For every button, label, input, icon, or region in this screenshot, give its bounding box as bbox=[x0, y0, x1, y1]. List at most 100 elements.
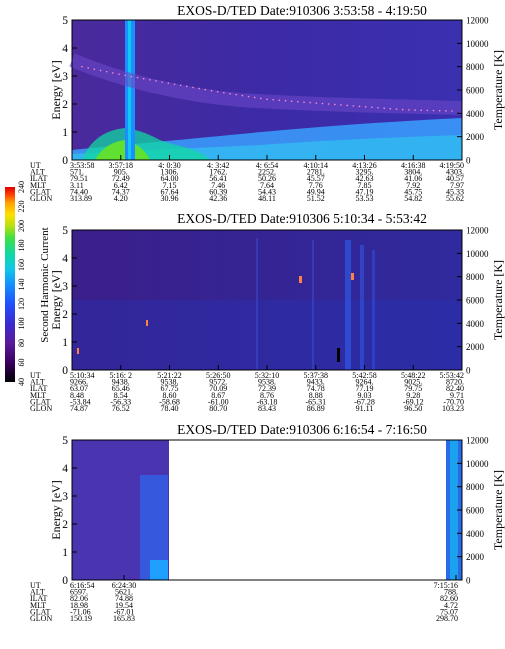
table-cell: 788. bbox=[444, 588, 458, 597]
temperature-point bbox=[198, 87, 200, 90]
panel-2-streak bbox=[256, 238, 258, 370]
panel-3-data-right-cyan bbox=[450, 440, 458, 580]
colorbar-tick-label: 40 bbox=[17, 378, 26, 386]
y-tick-label: 5 bbox=[62, 15, 68, 27]
table-cell: 41.06 bbox=[404, 174, 422, 183]
y-tick-label: 5 bbox=[62, 435, 68, 447]
table-cell: 5:10:34 bbox=[70, 371, 94, 380]
table-cell: 54.82 bbox=[404, 194, 422, 203]
table-cell: 72.39 bbox=[258, 384, 276, 393]
table-cell: 8.60 bbox=[163, 391, 177, 400]
table-cell: 103.23 bbox=[442, 404, 464, 413]
temperature-point bbox=[124, 74, 126, 77]
temperature-point bbox=[155, 80, 157, 82]
table-cell: 3:57:18 bbox=[109, 161, 133, 170]
colorbar-tick-label: 180 bbox=[17, 240, 26, 252]
row-label: ILAT bbox=[30, 174, 47, 183]
colorbar-tick-label: 220 bbox=[17, 201, 26, 213]
right-tick-label: 8000 bbox=[466, 62, 485, 72]
y-tick-label: 1 bbox=[62, 547, 68, 559]
table-cell: 6:16:54 bbox=[70, 581, 94, 590]
temperature-point bbox=[216, 90, 219, 93]
right-axis-label: Temperature [K] bbox=[491, 260, 505, 340]
row-label: ALT bbox=[30, 588, 45, 597]
table-cell: 9266. bbox=[70, 378, 88, 387]
table-cell: 50.26 bbox=[258, 174, 276, 183]
table-cell: 9433. bbox=[307, 378, 325, 387]
right-axis-label: Temperature [K] bbox=[491, 50, 505, 130]
temperature-point bbox=[253, 96, 256, 99]
table-cell: 55.62 bbox=[446, 194, 464, 203]
table-cell: 298.70 bbox=[436, 614, 458, 623]
temperature-point bbox=[420, 109, 422, 112]
table-cell: 74.88 bbox=[115, 594, 133, 603]
temperature-point bbox=[266, 98, 268, 101]
table-cell: 9438. bbox=[112, 378, 130, 387]
y-tick-label: 2 bbox=[62, 519, 68, 531]
y-tick-label: 0 bbox=[62, 365, 68, 377]
colorbar-tick-label: 60 bbox=[17, 359, 26, 367]
temperature-point bbox=[414, 109, 416, 111]
table-cell: 83.43 bbox=[258, 404, 276, 413]
row-label: GLON bbox=[30, 194, 52, 203]
y-tick-label: 4 bbox=[62, 253, 68, 265]
table-cell: 7.85 bbox=[358, 181, 372, 190]
temperature-point bbox=[118, 73, 120, 75]
row-label: MLT bbox=[30, 601, 46, 610]
table-cell: 7.76 bbox=[309, 181, 323, 190]
temperature-point bbox=[260, 97, 262, 100]
temperature-point bbox=[247, 95, 250, 98]
temperature-point bbox=[364, 106, 367, 108]
table-cell: 4.72 bbox=[444, 601, 458, 610]
table-cell: 67.64 bbox=[161, 187, 179, 196]
temperature-point bbox=[309, 101, 311, 104]
table-cell: 74.87 bbox=[70, 404, 88, 413]
table-cell: 3.11 bbox=[70, 181, 84, 190]
right-tick-label: 2000 bbox=[466, 342, 485, 352]
ephemeris-tables: UTALTILATMLTGLATGLON3:53:58571.79.513.11… bbox=[30, 161, 464, 623]
table-cell: 60.39 bbox=[209, 187, 227, 196]
table-cell: 5:32:10 bbox=[255, 371, 279, 380]
temperature-point bbox=[401, 108, 404, 111]
colorbar-tick-label: 100 bbox=[17, 318, 26, 330]
table-cell: 79.75 bbox=[404, 384, 422, 393]
table-cell: 63.07 bbox=[70, 384, 88, 393]
temperature-point bbox=[223, 92, 225, 94]
table-cell: 3:53:58 bbox=[70, 161, 94, 170]
table-cell: 8.88 bbox=[309, 391, 323, 400]
temperature-point bbox=[167, 82, 170, 84]
table-cell: 4:16:38 bbox=[401, 161, 425, 170]
right-tick-label: 0 bbox=[466, 576, 471, 586]
table-cell: 86.89 bbox=[307, 404, 325, 413]
right-tick-label: 6000 bbox=[466, 506, 485, 516]
table-cell: 45.33 bbox=[446, 187, 464, 196]
table-cell: 7.64 bbox=[260, 181, 274, 190]
y-tick-label: 3 bbox=[62, 71, 68, 83]
table-cell: 6597. bbox=[70, 588, 88, 597]
temperature-point bbox=[93, 68, 96, 70]
table-cell: 48.11 bbox=[258, 194, 276, 203]
table-cell: 9264. bbox=[356, 378, 374, 387]
y-tick-label: 2 bbox=[62, 99, 68, 111]
table-cell: 165.83 bbox=[113, 614, 135, 623]
temperature-point bbox=[383, 107, 385, 109]
temperature-point bbox=[186, 85, 188, 88]
right-tick-label: 8000 bbox=[466, 272, 485, 282]
axes-layer: 012345020004000600080001000012000Energy … bbox=[49, 15, 505, 587]
colorbar: Second Harmonic Current 40 60 80 100 120 140 1… bbox=[5, 181, 51, 386]
table-cell: 5:37:38 bbox=[304, 371, 328, 380]
temperature-point bbox=[303, 101, 305, 103]
right-tick-label: 12000 bbox=[466, 226, 489, 236]
table-cell: 9.03 bbox=[358, 391, 372, 400]
y-tick-label: 5 bbox=[62, 225, 68, 237]
temperature-point bbox=[241, 94, 244, 97]
table-cell: 49.94 bbox=[307, 187, 325, 196]
y-tick-label: 2 bbox=[62, 309, 68, 321]
table-cell: 7:15:16 bbox=[434, 581, 458, 590]
right-tick-label: 2000 bbox=[466, 132, 485, 142]
y-axis-label: Energy [eV] bbox=[49, 60, 63, 119]
table-cell: 9538. bbox=[258, 378, 276, 387]
table-cell: 40.57 bbox=[446, 174, 464, 183]
y-tick-label: 1 bbox=[62, 127, 68, 139]
